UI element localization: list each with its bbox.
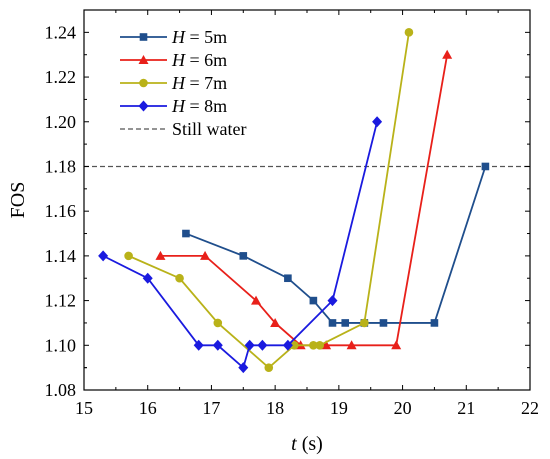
data-point (270, 317, 281, 327)
x-tick-label: 22 (521, 398, 539, 418)
data-point (98, 250, 109, 262)
data-point (182, 229, 190, 238)
data-point (257, 339, 268, 351)
x-tick-label: 16 (139, 398, 157, 418)
x-tick-label: 21 (457, 398, 475, 418)
plot-frame (83, 9, 531, 391)
y-tick-label: 1.22 (45, 67, 77, 87)
y-tick-label: 1.20 (45, 112, 77, 132)
y-tick-label: 1.16 (45, 201, 77, 221)
series-line (128, 32, 410, 369)
y-tick-label: 1.14 (45, 246, 77, 266)
legend: H = 5m H = 6m H = 7m H = 8m Still water (120, 27, 247, 139)
data-point (315, 340, 325, 350)
y-tick-label: 1.12 (45, 291, 77, 311)
series-3 (124, 28, 414, 372)
data-point (155, 250, 166, 260)
data-point (282, 339, 293, 351)
legend-marker (139, 78, 148, 88)
series-line (185, 166, 487, 324)
x-tick-label: 18 (266, 398, 284, 418)
legend-item: H = 5m (120, 27, 227, 47)
data-point (341, 319, 350, 327)
y-tick-label: 1.08 (45, 380, 77, 400)
data-point (175, 273, 184, 283)
data-point (372, 116, 383, 128)
legend-label: H = 5m (171, 27, 227, 47)
series-2 (155, 49, 453, 350)
legend-item: H = 6m (120, 50, 227, 70)
data-point (244, 339, 255, 351)
data-point (239, 252, 248, 260)
series-line (102, 121, 378, 370)
data-point (309, 296, 318, 305)
series-layer (98, 28, 490, 374)
data-point (391, 340, 402, 350)
series-4 (98, 116, 383, 374)
data-point (200, 250, 211, 260)
x-tick-label: 20 (394, 398, 412, 418)
legend-marker (139, 33, 148, 41)
y-tick-label: 1.24 (45, 22, 77, 42)
data-point (193, 339, 204, 351)
y-axis-label: FOS (7, 182, 29, 219)
data-point (264, 363, 274, 372)
data-point (289, 340, 299, 350)
legend-item: H = 7m (120, 73, 227, 93)
y-tick-label: 1.18 (45, 156, 77, 176)
x-axis-label: t (s) (291, 433, 323, 455)
data-point (346, 340, 357, 350)
legend-marker (138, 55, 149, 64)
data-point (238, 362, 249, 374)
data-point (328, 319, 337, 327)
data-point (284, 274, 292, 283)
x-tick-label: 17 (202, 398, 220, 418)
data-point (212, 339, 223, 351)
legend-label: H = 6m (171, 50, 227, 70)
legend-item-still-water: Still water (120, 119, 247, 139)
y-tick-label: 1.10 (45, 335, 77, 355)
data-point (213, 318, 223, 328)
data-point (442, 49, 453, 59)
data-point (251, 295, 262, 305)
data-point (404, 28, 414, 37)
legend-label: Still water (172, 119, 247, 139)
legend-label: H = 7m (171, 73, 227, 93)
data-point (124, 251, 133, 261)
data-point (430, 319, 439, 327)
data-point (360, 318, 369, 328)
data-point (309, 340, 318, 350)
legend-marker (138, 100, 149, 112)
data-point (142, 272, 153, 284)
x-tick-label: 15 (75, 398, 93, 418)
axis-layer: 15 16 17 18 19 20 21 22 1.08 1.10 1.12 1.14 1.16 1.18… (45, 10, 539, 418)
data-point (481, 162, 490, 171)
legend-item: H = 8m (120, 96, 227, 116)
legend-label: H = 8m (171, 96, 227, 116)
data-point (379, 319, 388, 327)
data-point (327, 295, 338, 307)
x-tick-label: 19 (330, 398, 348, 418)
